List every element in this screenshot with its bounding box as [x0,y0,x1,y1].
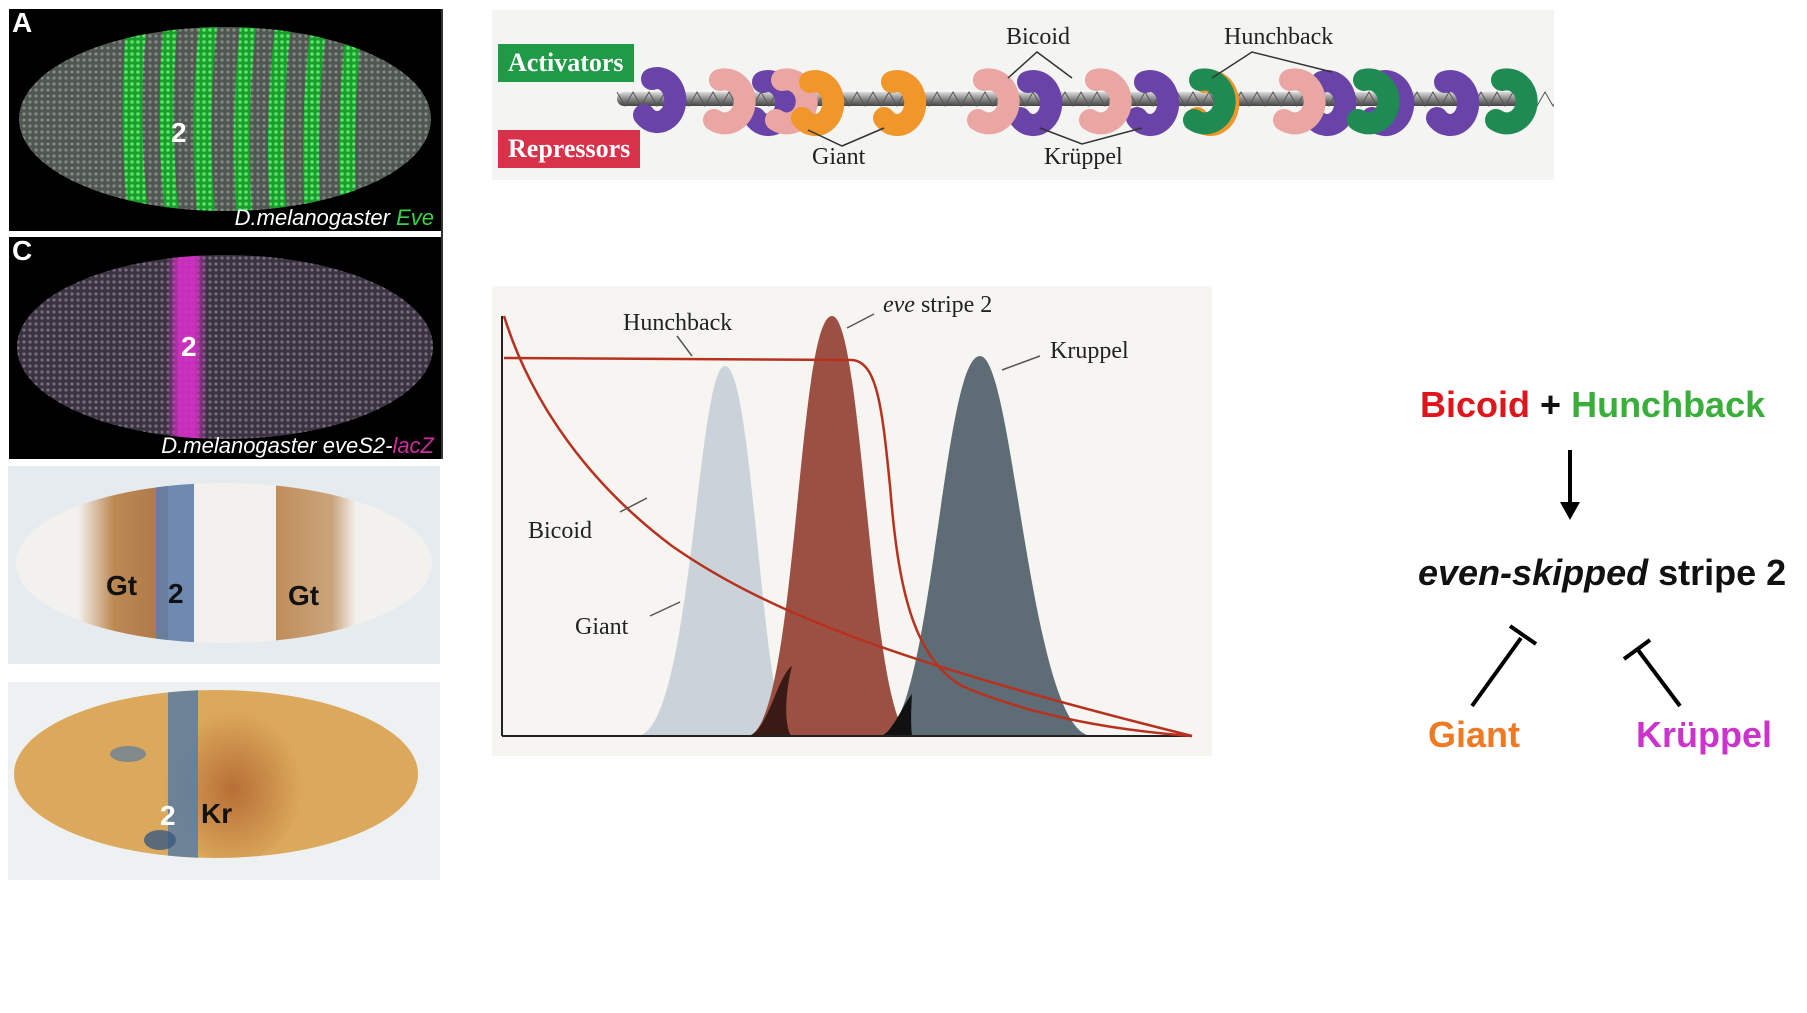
kruppel-repression-line [1636,648,1682,708]
panel-giant-label-right: Gt [288,580,320,611]
kruppel-repression-bar [1622,638,1652,661]
schematic-plus: + [1540,384,1562,425]
kruppel-expression-peak [880,356,1092,736]
hunchback-curve [503,356,1193,738]
giant-expression-peak [637,366,792,736]
panel-c-label: C [12,237,33,266]
giant-repression-bar [1508,624,1538,646]
kruppel-protein-4 [1126,70,1180,137]
hunchback-leader [1211,51,1333,79]
panel-a: A 2 D.melanogaster Eve [9,9,442,231]
kruppel-leader [1039,127,1143,145]
giant-repression-line [1470,636,1523,708]
panel-a-caption-gene: Eve [396,205,434,230]
giant-protein-1 [791,70,845,137]
panel-c-caption: D.melanogaster eveS2-lacZ [161,433,434,459]
panel-kruppel-stripe-number: 2 [160,800,176,831]
panel-c-caption-reporter: lacZ [392,433,434,458]
bicoid-leader [1007,51,1073,79]
schematic-target-italic: even-skipped [1418,552,1649,593]
dna-strand-graphic [616,51,1554,147]
giant-protein-2 [873,70,927,137]
panel-a-embryo-image [19,27,431,211]
panel-kruppel-embryo-image [14,690,418,858]
giant-eve-overlap [747,666,792,736]
hunchback-label: Hunchback [1224,24,1334,50]
panel-c-caption-species: D.melanogaster [161,433,317,458]
kruppel-label: Krüppel [1044,144,1123,170]
panel-a-caption: D.melanogaster Eve [235,205,434,231]
activators-tag: Activators [498,44,634,82]
schematic-bicoid: Bicoid [1420,384,1531,425]
kruppel-protein-3 [1009,70,1063,137]
graph-kruppel-label: Kruppel [1050,338,1129,364]
bicoid-protein-1 [703,68,756,135]
bicoid-protein-5 [1273,68,1326,135]
kruppel-protein-5 [1303,70,1357,137]
repressors-tag: Repressors [498,130,641,168]
panel-giant-label-left: Gt [106,570,138,601]
schematic-target-gene: even-skipped stripe 2 [1418,552,1786,594]
schematic-kruppel: Krüppel [1636,714,1773,755]
bicoid-protein-3 [967,68,1020,135]
hunchback-protein-2 [1347,68,1400,135]
hunchback-protein-3 [1485,68,1538,135]
graph-eve-italic: eve [883,292,915,318]
eve-stripe2-peak [747,316,912,736]
panel-a-caption-species: D.melanogaster [234,205,390,230]
giant-label: Giant [812,144,866,170]
panel-giant-embryo-image [16,483,432,643]
kruppel-protein-7 [1426,70,1480,137]
panel-c-embryo-image [17,255,433,439]
giant-leader [807,127,885,147]
gradient-graph: Hunchback eve stripe 2 Kruppel Bicoid Gi… [492,286,1212,756]
kruppel-protein-1 [633,67,687,134]
gradient-graph-plot [501,313,1193,738]
schematic-giant: Giant [1428,714,1521,755]
panel-a-stripe-number: 2 [171,117,187,148]
bicoid-curve [502,315,1193,738]
panel-kruppel-stain: 2 Kr [8,682,440,880]
bicoid-protein-4 [1079,68,1132,135]
dna-diagram: Activators Repressors [492,10,1554,180]
bicoid-protein-2 [765,68,818,135]
eve-kruppel-overlap [880,694,912,736]
graph-bicoid-label: Bicoid [528,518,592,544]
graph-eve-rest: stripe 2 [914,292,993,318]
graph-giant-label: Giant [575,614,629,640]
panel-giant-stain: Gt 2 Gt [8,466,440,664]
schematic-arrows [1470,450,1682,708]
panel-c-stripe-number: 2 [181,331,197,362]
panel-c: C 2 D.melanogaster eveS2-lacZ [9,237,442,459]
schematic-target-rest: stripe 2 [1648,552,1787,593]
bicoid-label: Bicoid [1006,24,1070,50]
graph-eve-stripe2-label: eve stripe 2 [883,292,992,319]
panel-c-caption-construct: eveS2- [322,433,393,458]
graph-hunchback-label: Hunchback [623,310,733,336]
panel-giant-stripe-number: 2 [168,578,184,609]
hunchback-protein-1 [1183,68,1236,135]
panel-a-label: A [12,9,33,38]
schematic-activators-line: Bicoid + Hunchback [1420,384,1765,426]
panel-kruppel-label: Kr [201,798,233,829]
schematic-hunchback: Hunchback [1571,384,1766,425]
activation-arrowhead [1560,502,1580,520]
regulatory-schematic: Bicoid + Hunchback even-skipped stripe 2… [1240,370,1807,800]
panel-divider [441,9,443,459]
